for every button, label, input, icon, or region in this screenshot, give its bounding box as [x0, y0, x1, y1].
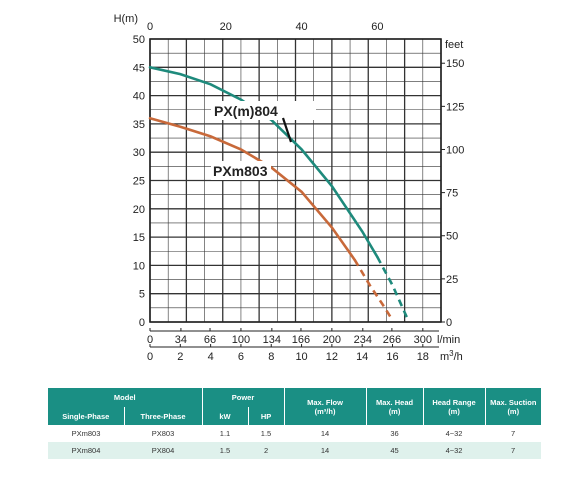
x-top-tick-label: 40	[295, 21, 307, 33]
y-right-tick-label: 25	[446, 274, 458, 286]
cell-single-phase: PXm803	[48, 425, 124, 442]
x-lmin-tick-label: 300	[414, 334, 432, 346]
series-line	[148, 116, 356, 261]
cell-max-suction: 7	[485, 442, 542, 459]
x-m3h-tick-label: 14	[356, 351, 368, 363]
x-m3h-tick-label: 8	[268, 351, 274, 363]
y-left-tick-label: 10	[133, 260, 145, 272]
y-right-tick-label: 150	[446, 58, 464, 70]
chart-canvas: 05101520253035404550H(m)0255075100125150…	[114, 13, 465, 363]
x-lmin-tick-label: 0	[147, 334, 153, 346]
cell-max-suction: 7	[485, 425, 542, 442]
x-lmin-axis-label: l/min	[437, 334, 460, 346]
x-lmin-tick-label: 234	[354, 334, 372, 346]
y-left-axis-label: H(m)	[114, 13, 138, 25]
x-top-tick-label: 20	[220, 21, 232, 33]
series-line-dashed	[376, 256, 409, 320]
cell-three-phase: PX803	[124, 425, 203, 442]
header-hp: HP	[247, 407, 285, 425]
x-lmin-tick-label: 200	[323, 334, 341, 346]
x-m3h-tick-label: 2	[177, 351, 183, 363]
x-lmin-tick-label: 100	[232, 334, 250, 346]
series-line-dashed	[353, 259, 394, 321]
y-right-tick-label: 0	[446, 317, 452, 329]
x-m3h-tick-label: 18	[417, 351, 429, 363]
x-lmin-tick-label: 66	[204, 334, 216, 346]
y-left-tick-label: 5	[139, 289, 145, 301]
cell-max-head: 36	[366, 425, 424, 442]
header-single-phase: Single-Phase	[48, 407, 124, 425]
y-left-tick-label: 35	[133, 119, 145, 131]
grid	[149, 38, 442, 323]
x-lmin-tick-label: 34	[175, 334, 187, 346]
y-left-tick-label: 30	[133, 147, 145, 159]
y-left-tick-label: 50	[133, 34, 145, 46]
spec-table: Model Power Max. Flow (m³/h) Max. Head (m)…	[48, 388, 542, 459]
x-m3h-tick-label: 12	[326, 351, 338, 363]
cell-head-range: 4~32	[423, 425, 486, 442]
cell-max-flow: 14	[284, 442, 367, 459]
header-max-head: Max. Head (m)	[365, 388, 424, 425]
label-pointer-line	[281, 117, 293, 143]
x-top-tick-label: 0	[147, 21, 153, 33]
x-lmin-tick-label: 266	[383, 334, 401, 346]
plot-frame	[149, 38, 442, 323]
y-right-tick-label: 75	[446, 188, 458, 200]
x-m3h-tick-label: 16	[386, 351, 398, 363]
x-m3h-tick-label: 0	[147, 351, 153, 363]
pump-performance-chart: 0 5 10 15 20 25 30 35 40 45 50 H(m) 0 25 50 75 100 125 150…	[114, 13, 465, 363]
y-right-tick-label: 50	[446, 231, 458, 243]
header-max-suction: Max. Suction (m)	[484, 388, 542, 425]
series-label: PX(m)804	[214, 103, 278, 119]
cell-hp: 1.5	[248, 425, 285, 442]
x-lmin-tick-label: 166	[292, 334, 310, 346]
label-box	[211, 101, 316, 120]
cell-max-flow: 14	[284, 425, 367, 442]
header-power: Power	[201, 388, 285, 407]
header-head-range: Head Range (m)	[422, 388, 486, 425]
cell-three-phase: PX804	[124, 442, 203, 459]
cell-hp: 2	[248, 442, 285, 459]
cell-kw: 1.5	[202, 442, 249, 459]
y-right-tick-label: 125	[446, 101, 464, 113]
header-kw: kW	[201, 407, 249, 425]
x-m3h-axis-label: m3/h	[440, 349, 463, 363]
y-right-axis-label: feet	[445, 39, 463, 51]
series-label: PXm803	[213, 163, 268, 179]
table-row: PXm804 PX804 1.5 2 14 45 4~32 7	[48, 442, 542, 459]
cell-head-range: 4~32	[423, 442, 486, 459]
y-left-tick-label: 45	[133, 62, 145, 74]
x-m3h-tick-label: 4	[208, 351, 214, 363]
x-m3h-tick-label: 6	[238, 351, 244, 363]
x-lmin-tick-label: 134	[263, 334, 281, 346]
x-m3h-tick-label: 10	[295, 351, 307, 363]
header-three-phase: Three-Phase	[123, 407, 203, 425]
y-left-tick-label: 40	[133, 91, 145, 103]
cell-max-head: 45	[366, 442, 424, 459]
y-left-tick-label: 25	[133, 176, 145, 188]
cell-single-phase: PXm804	[48, 442, 124, 459]
x-top-tick-label: 60	[371, 21, 383, 33]
table-row: PXm803 PX803 1.1 1.5 14 36 4~32 7	[48, 425, 542, 442]
header-max-flow: Max. Flow (m³/h)	[283, 388, 367, 425]
cell-kw: 1.1	[202, 425, 249, 442]
header-model: Model	[48, 388, 203, 407]
y-left-tick-label: 0	[139, 317, 145, 329]
y-left-tick-label: 15	[133, 232, 145, 244]
y-left-tick-label: 20	[133, 204, 145, 216]
label-box	[211, 161, 271, 180]
y-right-tick-label: 100	[446, 144, 464, 156]
